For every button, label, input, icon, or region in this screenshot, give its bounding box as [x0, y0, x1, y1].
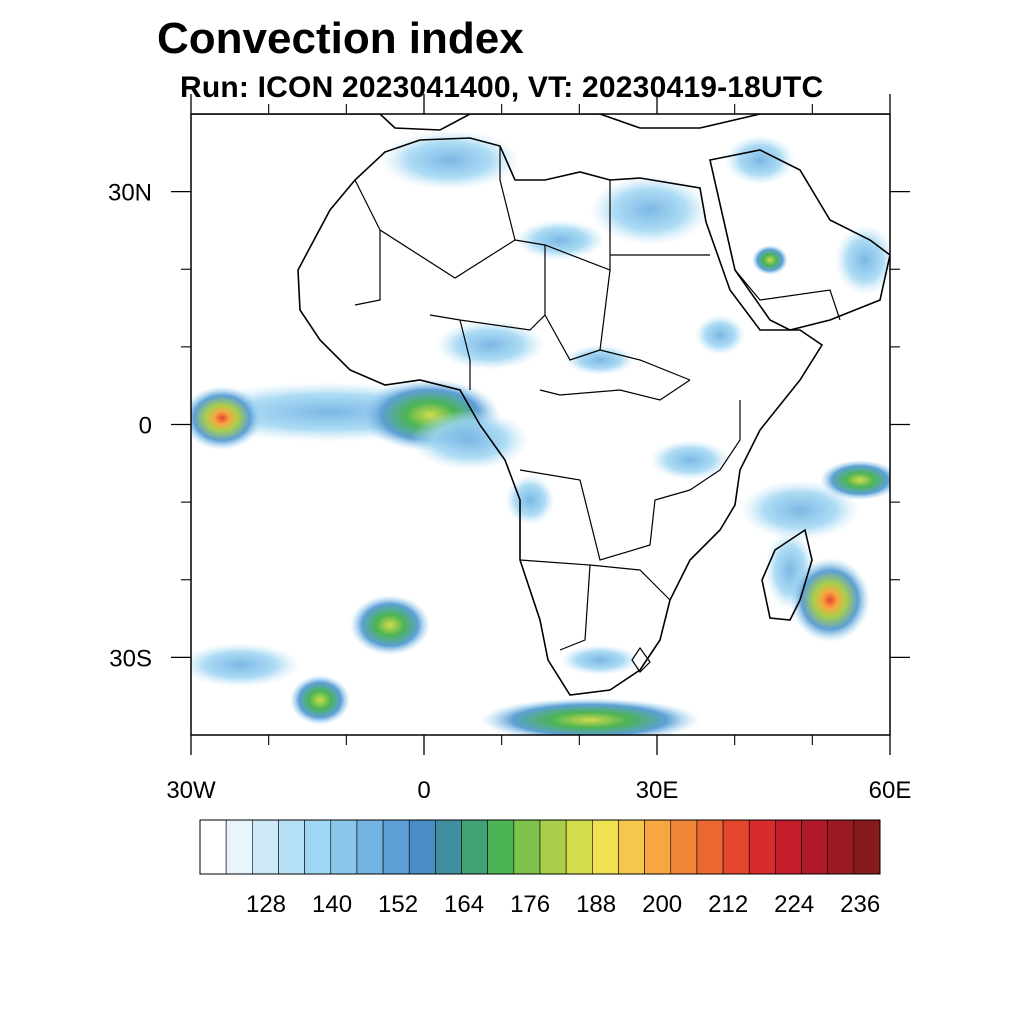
colorbar-swatch: [775, 819, 802, 875]
lon-tick-label: 30W: [166, 777, 216, 804]
colorbar-swatch: [252, 819, 279, 875]
colorbar-swatch: [487, 819, 515, 875]
cells-libya-egypt: [590, 175, 710, 245]
cells-atlantic-west: [191, 386, 262, 450]
colorbar-swatch: [592, 819, 619, 875]
colorbar-swatch: [513, 819, 541, 875]
cells-east-africa: [650, 440, 730, 480]
border-botswana: [589, 564, 671, 601]
border-car: [539, 379, 691, 401]
colorbar-swatch: [618, 819, 645, 875]
colorbar-swatch: [278, 819, 305, 875]
cells-south-africa: [560, 645, 640, 675]
border-nigeria: [459, 319, 471, 390]
border-libya: [514, 180, 611, 271]
cells-central-africa: [565, 345, 635, 375]
colorbar-swatch: [565, 819, 593, 875]
colorbar-frame: [199, 819, 881, 875]
colorbar-swatch: [696, 819, 724, 875]
border-kenya: [689, 400, 741, 491]
border-niger: [429, 245, 546, 331]
colorbar-label: 176: [510, 891, 550, 918]
colorbar: 128 140 152 164 176 188 200 212 224 236: [199, 819, 881, 918]
axis-ticks: 30W 0 30E 60E 30N 0 30S: [108, 94, 911, 804]
lat-tick-label: 30N: [108, 180, 152, 207]
lon-tick-label: 30E: [636, 777, 679, 804]
colorbar-swatch: [644, 819, 672, 875]
colorbar-swatch: [408, 819, 436, 875]
colorbar-swatch: [461, 819, 488, 875]
cells-ethiopia: [695, 315, 745, 355]
border-namibia: [519, 559, 591, 651]
colorbar-label: 152: [378, 891, 418, 918]
colorbar-swatch: [801, 819, 828, 875]
africa-coastline: [297, 137, 824, 696]
cells-southern-ocean: [480, 698, 700, 735]
colorbar-label: 236: [840, 891, 880, 918]
cells-indian-ocean-east: [820, 460, 890, 500]
cells-guinea-south: [410, 410, 530, 470]
colorbar-swatch: [356, 819, 384, 875]
colorbar-label: 212: [708, 891, 748, 918]
colorbar-swatch: [199, 819, 227, 875]
lat-tick-label: 0: [139, 413, 152, 440]
cells-mediterranean-west: [380, 130, 520, 190]
colorbar-swatch: [539, 819, 567, 875]
europe-coastline: [191, 114, 890, 131]
colorbar-label: 200: [642, 891, 682, 918]
border-lesotho: [631, 646, 651, 673]
cells-levant: [725, 135, 795, 185]
colorbar-swatch: [330, 819, 358, 875]
cells-south-atlantic-west: [191, 643, 300, 687]
cells-indian-ocean-north: [740, 480, 860, 540]
colorbar-swatch: [853, 819, 881, 875]
cells-west-africa-north: [435, 320, 545, 370]
colorbar-label: 140: [312, 891, 352, 918]
colorbar-swatch: [225, 819, 253, 875]
colorbar-swatch: [722, 819, 750, 875]
cells-south-atlantic: [350, 595, 430, 655]
lon-tick-label: 0: [417, 777, 430, 804]
colorbar-swatch: [435, 819, 462, 875]
colorbar-label: 188: [576, 891, 616, 918]
arabia-coastline: [709, 149, 890, 331]
colorbar-label: 128: [246, 891, 286, 918]
border-saudi: [734, 269, 841, 321]
country-borders: [354, 146, 841, 673]
colorbar-label: 224: [774, 891, 814, 918]
map-subtitle: Run: ICON 2023041400, VT: 20230419-18UTC: [180, 71, 824, 104]
madagascar-coastline: [761, 528, 813, 621]
lon-tick-label: 60E: [869, 777, 912, 804]
convection-field: [191, 130, 890, 735]
border-sudan: [599, 269, 691, 381]
border-mauritania: [354, 179, 381, 306]
cells-south-atlantic-lower: [290, 675, 350, 725]
cells-arabia-central: [752, 245, 788, 275]
coastlines: [191, 114, 890, 696]
cells-angola: [505, 475, 555, 525]
border-chad: [544, 314, 601, 361]
colorbar-swatch: [827, 819, 855, 875]
map-title: Convection index: [157, 14, 524, 63]
cells-sahara: [515, 220, 605, 260]
cells-arabia-east: [835, 225, 890, 295]
border-congo: [519, 469, 691, 561]
cells-madagascar-east: [790, 558, 870, 642]
colorbar-swatch: [670, 819, 698, 875]
colorbar-swatch: [304, 819, 332, 875]
lat-tick-label: 30S: [109, 645, 152, 672]
colorbar-swatch: [748, 819, 776, 875]
colorbar-label: 164: [444, 891, 484, 918]
colorbar-swatch: [382, 819, 410, 875]
